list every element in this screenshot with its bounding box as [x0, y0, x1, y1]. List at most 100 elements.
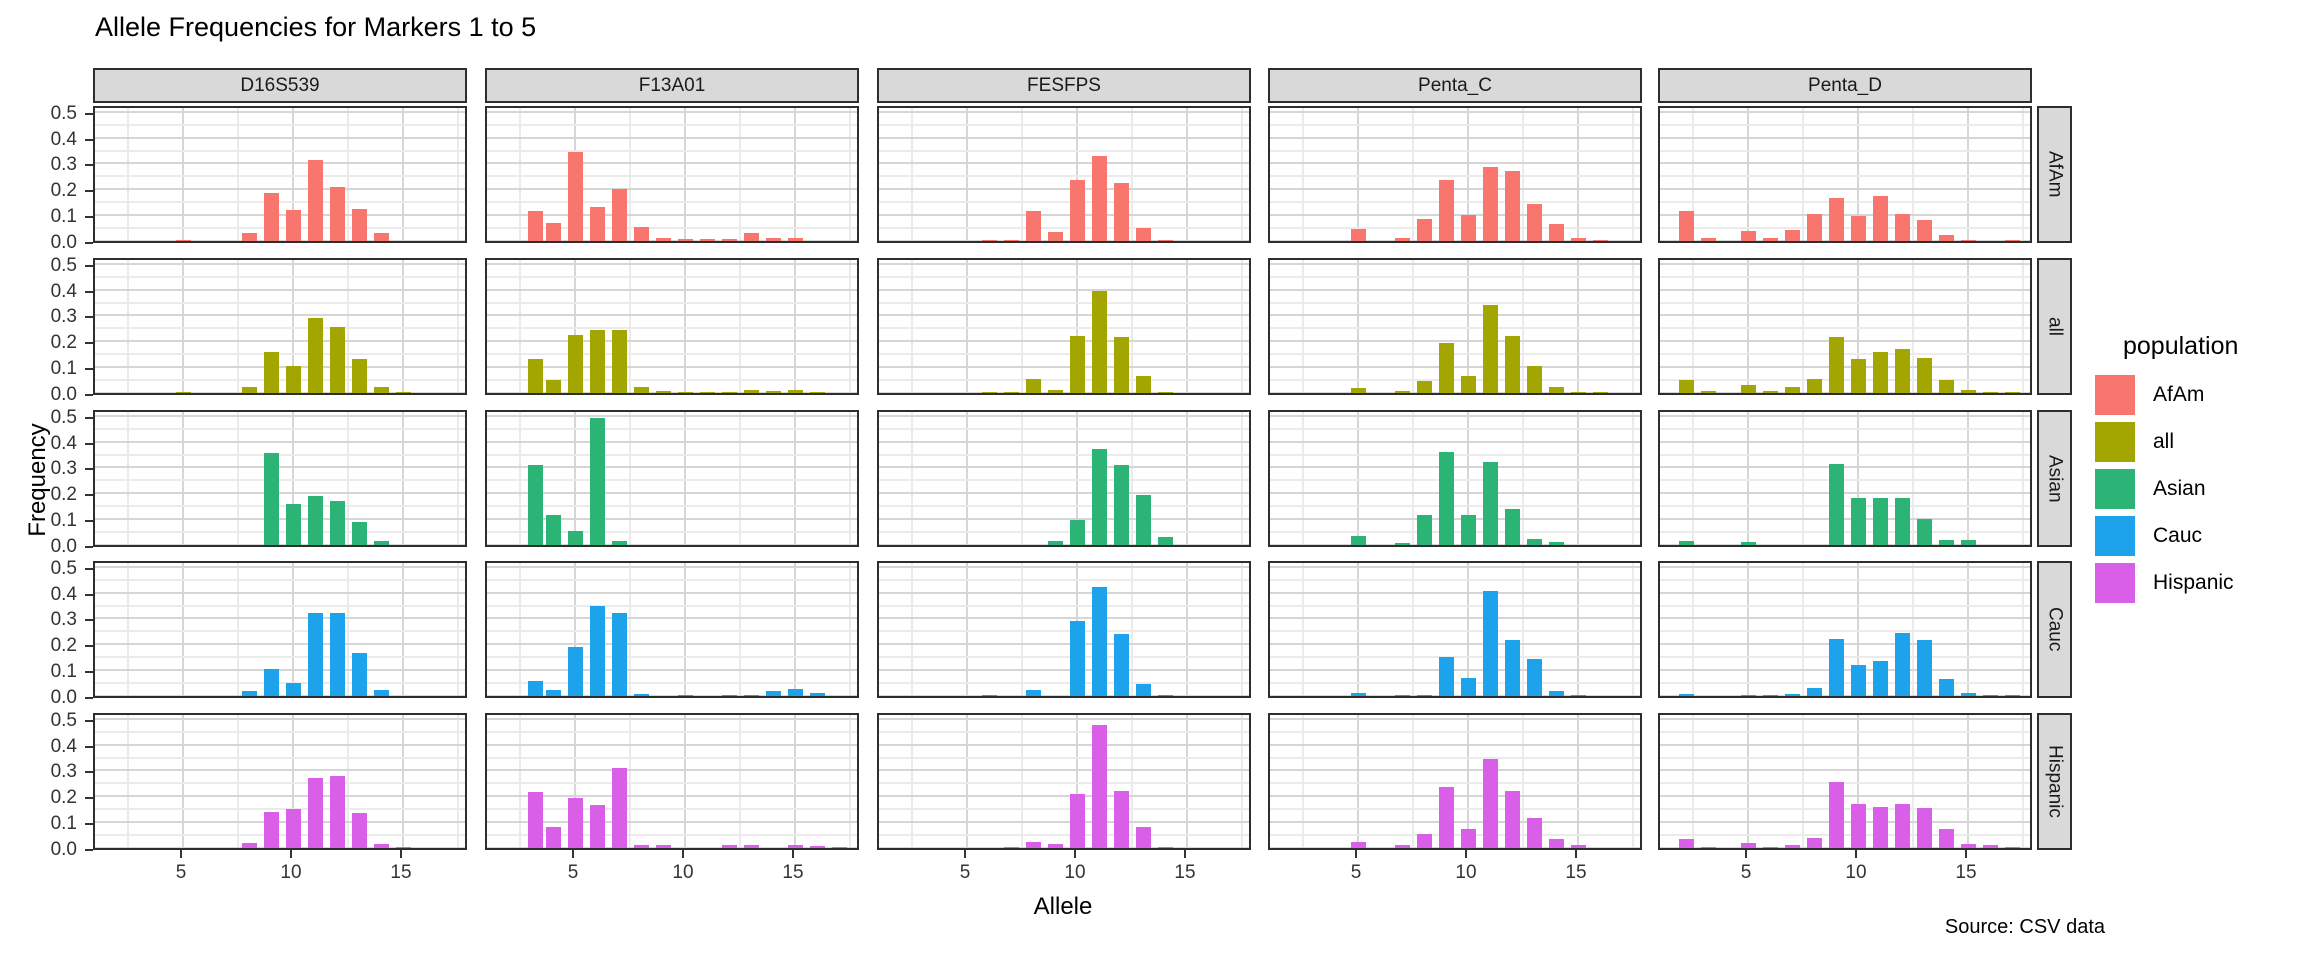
gridline-y-major: [1270, 466, 1640, 469]
gridline-y-minor: [1270, 227, 1640, 230]
gridline-y-minor: [1660, 379, 2030, 382]
gridline-x-major: [182, 412, 184, 545]
gridline-x-minor: [457, 412, 459, 545]
x-axis-title: Allele: [1033, 893, 1093, 920]
bar-Penta_D-Hispanic-10: [1850, 804, 1866, 848]
gridline-x-minor: [1692, 715, 1694, 848]
gridline-y-minor: [1660, 327, 2030, 330]
panel-D16S539-all: [93, 258, 467, 395]
y-tick-label: 0.1: [50, 510, 77, 532]
x-tick-label: 15: [390, 862, 412, 883]
y-tick-label: 0.2: [50, 635, 77, 657]
x-tick-label: 5: [567, 862, 579, 883]
y-tick-label: 0.5: [50, 254, 77, 276]
bar-Penta_D-Cauc-5: [1740, 694, 1756, 696]
y-tick-label: 0.3: [50, 154, 77, 176]
gridline-x-minor: [1302, 715, 1304, 848]
bar-D16S539-AfAm-5: [175, 239, 191, 241]
bar-Penta_C-Cauc-11: [1482, 591, 1498, 696]
bar-Penta_D-all-12: [1894, 349, 1910, 393]
bar-F13A01-Hispanic-3.2: [527, 792, 543, 848]
gridline-y-minor: [1660, 201, 2030, 204]
panel-Penta_D-Cauc: [1658, 561, 2032, 698]
y-tick: [85, 442, 93, 445]
gridline-y-major: [1660, 769, 2030, 772]
bar-Penta_D-all-3.2: [1700, 390, 1716, 393]
bar-Penta_D-Asian-11: [1872, 498, 1888, 545]
facet-column-strip-Penta_D: Penta_D: [1658, 68, 2032, 103]
gridline-y-major: [879, 466, 1249, 469]
gridline-x-minor: [1021, 563, 1023, 696]
gridline-x-major: [1967, 412, 1969, 545]
gridline-y-major: [95, 288, 465, 291]
gridline-y-major: [1270, 240, 1640, 241]
legend-swatch-Cauc: [2095, 516, 2135, 556]
bar-Penta_D-AfAm-5: [1740, 230, 1756, 241]
gridline-y-minor: [879, 756, 1249, 759]
bar-FESFPS-AfAm-10: [1069, 180, 1085, 241]
gridline-x-minor: [1692, 260, 1694, 393]
gridline-x-major: [684, 412, 686, 545]
legend-swatch-Hispanic: [2095, 563, 2135, 603]
panel-F13A01-Asian: [485, 410, 859, 547]
bar-F13A01-all-11: [699, 391, 715, 393]
bar-Penta_D-all-7: [1784, 386, 1800, 393]
gridline-y-minor: [95, 353, 465, 356]
gridline-x-minor: [237, 412, 239, 545]
bar-D16S539-all-15: [395, 391, 411, 393]
bar-Penta_D-AfAm-8: [1806, 213, 1822, 241]
gridline-y-major: [95, 440, 465, 443]
legend-item-label: Cauc: [2153, 524, 2203, 547]
gridline-x-major: [1967, 563, 1969, 696]
bar-F13A01-AfAm-3.2: [527, 211, 543, 241]
y-tick: [85, 216, 93, 219]
bar-F13A01-Cauc-14: [765, 691, 781, 696]
gridline-y-major: [879, 565, 1249, 568]
y-tick: [85, 546, 93, 548]
bar-Penta_D-Cauc-13: [1916, 640, 1932, 696]
gridline-y-major: [487, 795, 857, 798]
gridline-y-minor: [487, 782, 857, 785]
panel-FESFPS-all: [877, 258, 1251, 395]
y-tick: [85, 719, 93, 722]
gridline-y-minor: [879, 301, 1249, 304]
gridline-y-major: [879, 314, 1249, 317]
bar-FESFPS-all-13: [1135, 376, 1151, 393]
gridline-x-major: [574, 715, 576, 848]
bar-FESFPS-AfAm-6: [981, 239, 997, 241]
gridline-y-minor: [1660, 301, 2030, 304]
bar-Penta_D-Hispanic-5: [1740, 842, 1756, 848]
gridline-y-major: [1660, 544, 2030, 545]
gridline-x-minor: [849, 715, 851, 848]
bar-F13A01-AfAm-14: [765, 237, 781, 241]
bar-Penta_D-Cauc-15: [1960, 692, 1976, 696]
gridline-x-minor: [1021, 108, 1023, 241]
bar-D16S539-Asian-11: [307, 495, 323, 545]
gridline-x-minor: [1632, 563, 1634, 696]
gridline-y-minor: [487, 808, 857, 811]
gridline-y-major: [1660, 643, 2030, 646]
chart-title: Allele Frequencies for Markers 1 to 5: [95, 12, 537, 42]
gridline-y-major: [487, 188, 857, 191]
gridline-y-major: [1270, 162, 1640, 165]
x-tick: [1855, 850, 1857, 858]
y-tick-label: 0.0: [50, 384, 77, 405]
gridline-y-minor: [1270, 834, 1640, 837]
gridline-y-minor: [1270, 808, 1640, 811]
gridline-y-major: [95, 110, 465, 113]
gridline-y-major: [1660, 240, 2030, 241]
gridline-y-major: [879, 136, 1249, 139]
legend-title: population: [2123, 332, 2239, 360]
bar-FESFPS-all-14: [1157, 391, 1173, 393]
gridline-y-minor: [487, 427, 857, 430]
bar-F13A01-Hispanic-9: [655, 844, 671, 848]
bar-Penta_D-Cauc-17: [2004, 694, 2020, 696]
y-tick: [85, 797, 93, 800]
gridline-y-major: [879, 162, 1249, 165]
gridline-x-minor: [457, 563, 459, 696]
gridline-x-minor: [1522, 260, 1524, 393]
bar-D16S539-all-9: [263, 351, 279, 393]
bar-Penta_C-Hispanic-5: [1350, 842, 1366, 848]
y-tick: [85, 697, 93, 699]
bar-F13A01-Cauc-12: [721, 694, 737, 696]
